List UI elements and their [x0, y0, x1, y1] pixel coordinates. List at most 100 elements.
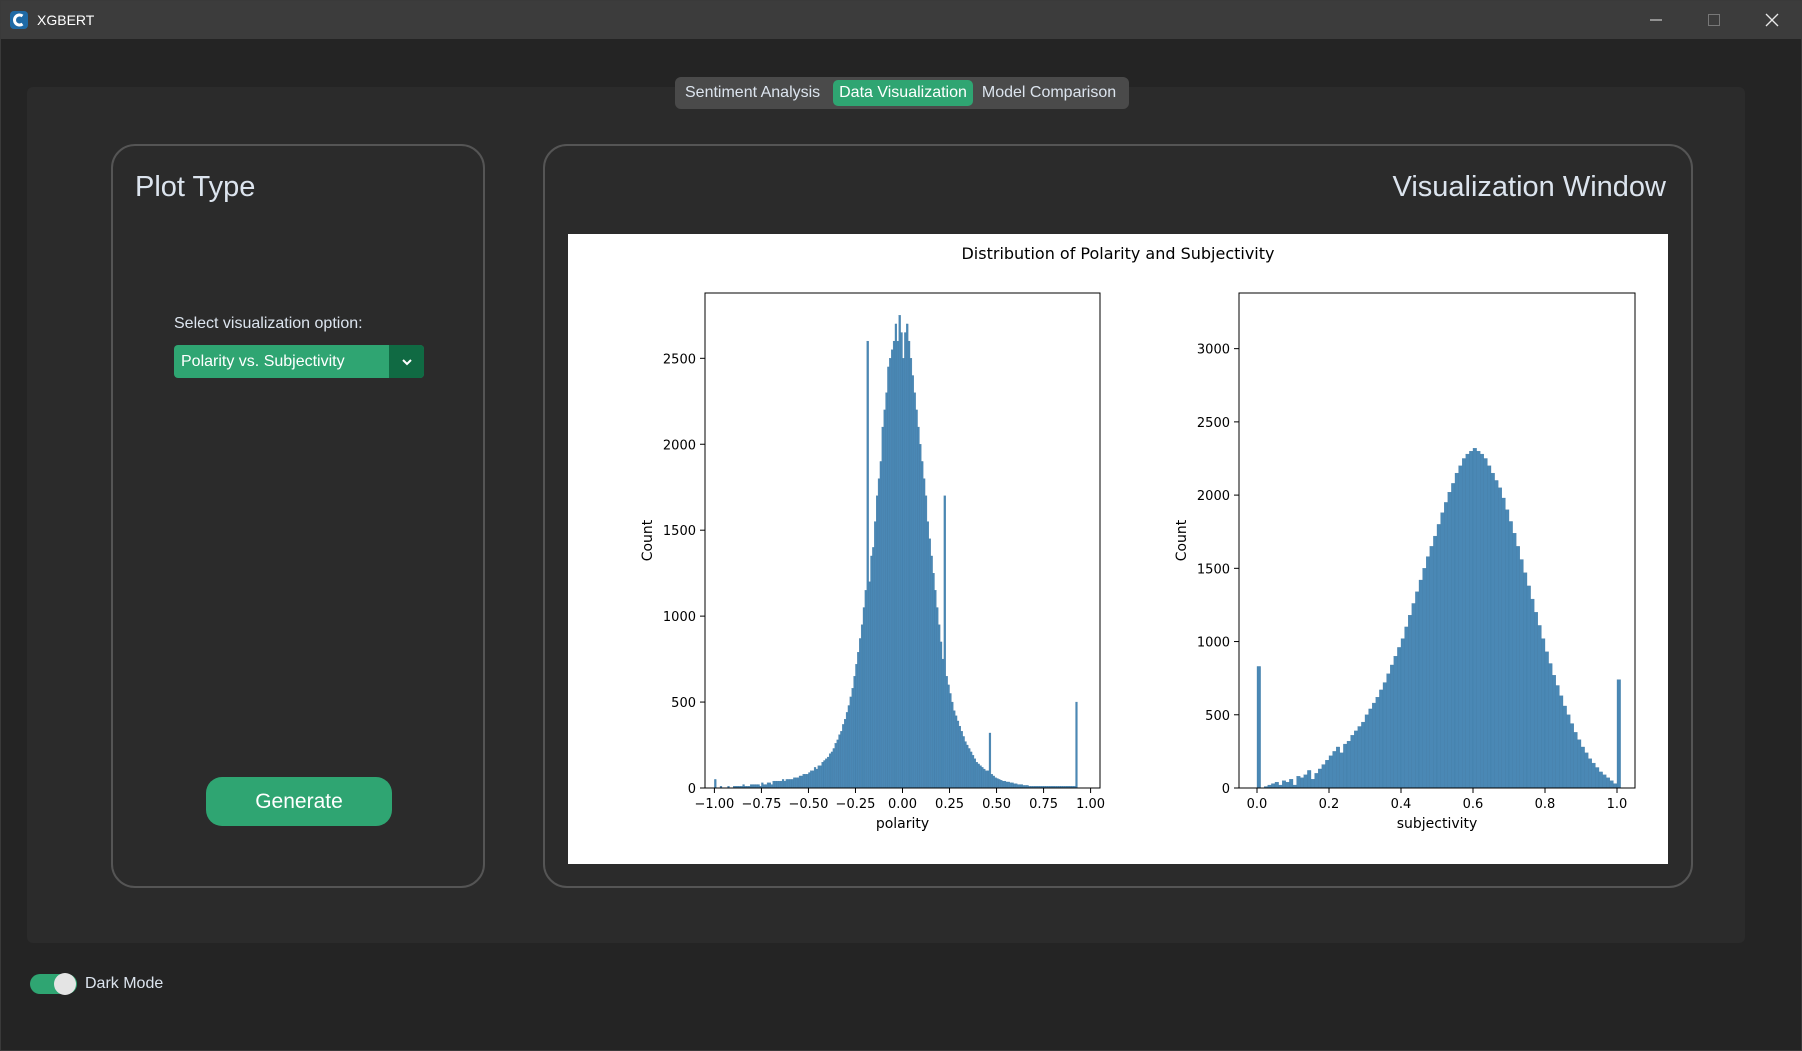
dropdown-selected-value[interactable]: Polarity vs. Subjectivity: [181, 352, 345, 370]
histogram-bar: [1570, 723, 1574, 789]
histogram-bar: [789, 779, 792, 789]
histogram-bar: [1548, 663, 1553, 789]
histogram-bar: [1490, 472, 1495, 789]
histogram-bar: [1354, 730, 1358, 789]
histogram-bar: [817, 765, 820, 789]
minimize-button[interactable]: [1627, 1, 1685, 39]
tab-data-visualization[interactable]: Data Visualization: [833, 80, 973, 106]
tab-model-comparison[interactable]: Model Comparison: [981, 84, 1117, 101]
histogram-bar: [1003, 780, 1007, 789]
histogram-bar: [1487, 465, 1492, 789]
histogram-bar: [924, 495, 928, 789]
histogram-bar: [1411, 603, 1416, 789]
histogram-bar: [757, 784, 760, 789]
histogram-bar: [778, 780, 781, 789]
x-axis-label: polarity: [876, 816, 929, 832]
histogram-bar: [1541, 638, 1546, 789]
histogram-bar: [1458, 465, 1463, 789]
histogram-bar: [1580, 746, 1585, 789]
histogram-bar: [930, 555, 933, 789]
histogram-bar: [1343, 743, 1348, 789]
histogram-bar: [977, 763, 980, 789]
histogram-bar: [986, 770, 990, 789]
histogram-bar: [1339, 752, 1344, 789]
histogram-bar: [1616, 679, 1621, 789]
histogram-bar: [770, 784, 773, 789]
histogram-bar: [885, 392, 888, 789]
histogram-bar: [1462, 458, 1466, 789]
plot-type-panel: [111, 144, 485, 888]
histogram-bar: [1013, 783, 1016, 789]
histogram-bar: [1537, 625, 1542, 789]
histogram-bar: [1526, 585, 1531, 789]
histogram-bar: [1422, 568, 1427, 789]
y-tick-label: 2000: [663, 438, 696, 453]
histogram-bar: [1020, 784, 1024, 789]
histogram-bar: [932, 573, 935, 789]
switch-knob[interactable]: [54, 973, 76, 995]
histogram-bar: [774, 780, 777, 789]
histogram-bar: [1274, 781, 1279, 789]
histogram-bar: [1400, 638, 1405, 789]
chevron-down-icon: [401, 358, 412, 365]
histogram-bar: [1577, 739, 1582, 789]
histogram-bar: [879, 461, 882, 789]
histogram-bar: [1368, 708, 1373, 789]
histogram-bar: [1418, 579, 1423, 789]
histogram-bar: [859, 638, 862, 789]
histogram-bar: [971, 755, 975, 789]
x-tick-label: 0.4: [1391, 797, 1412, 812]
histogram-bar: [1325, 760, 1330, 789]
histogram-bar: [1516, 546, 1520, 789]
histogram-bar: [1015, 783, 1018, 789]
histogram-bar: [1271, 783, 1276, 789]
histogram-bar: [1404, 626, 1409, 789]
histogram-bar: [1465, 453, 1470, 789]
close-button[interactable]: [1743, 1, 1801, 39]
dark-mode-switch[interactable]: [30, 973, 77, 995]
tab-bar: Sentiment Analysis Data Visualization Mo…: [675, 77, 1129, 109]
histogram-bar: [855, 664, 858, 789]
histogram-bar: [825, 758, 828, 789]
histogram-bar: [1361, 721, 1366, 789]
histogram-bar: [956, 720, 960, 789]
histogram-bar: [1018, 784, 1022, 789]
histogram-bar: [1357, 726, 1362, 789]
histogram-bar: [1314, 773, 1319, 789]
histogram-bar: [1397, 647, 1402, 789]
window-title: XGBERT: [37, 12, 95, 28]
histogram-bar: [1382, 682, 1387, 789]
visualization-window-title: Visualization Window: [1392, 171, 1667, 203]
histogram-bar: [970, 751, 973, 789]
dropdown-arrow-button[interactable]: [389, 345, 424, 378]
y-axis-label: Count: [1174, 519, 1190, 561]
histogram-bar: [1436, 524, 1441, 789]
histogram-bar: [1009, 782, 1012, 789]
polarity-histogram: −1.00 −0.75 −0.50 −0.25 0.00 0.25 0.50 0.75 1.00…: [640, 292, 1105, 832]
generate-button[interactable]: Generate: [206, 777, 392, 826]
x-tick-label: 0.6: [1463, 797, 1484, 812]
histogram-bar: [785, 779, 788, 789]
histogram-bar: [1336, 746, 1340, 789]
histogram-bar: [876, 495, 879, 789]
histogram-bar: [806, 774, 809, 789]
histogram-bar: [968, 748, 971, 789]
histogram-bar: [1447, 492, 1452, 789]
histogram-bar: [866, 340, 869, 789]
histogram-bar: [815, 768, 819, 789]
histogram-bar: [1007, 781, 1010, 789]
x-axis-label: subjectivity: [1397, 816, 1478, 832]
tab-sentiment-analysis[interactable]: Sentiment Analysis: [685, 84, 821, 101]
histogram-bar: [1372, 702, 1376, 789]
visualization-option-dropdown[interactable]: Polarity vs. Subjectivity: [174, 345, 424, 378]
histogram-bar: [915, 409, 918, 789]
histogram-bar: [812, 770, 815, 789]
maximize-button[interactable]: [1685, 1, 1743, 39]
x-tick-label: 0.0: [1247, 797, 1268, 812]
histogram-figure: Distribution of Polarity and Subjectivit…: [640, 244, 1636, 832]
histogram-bar: [874, 521, 877, 789]
histogram-bar: [1282, 780, 1286, 789]
histogram-bar: [836, 739, 839, 789]
histogram-bar: [1519, 559, 1524, 789]
